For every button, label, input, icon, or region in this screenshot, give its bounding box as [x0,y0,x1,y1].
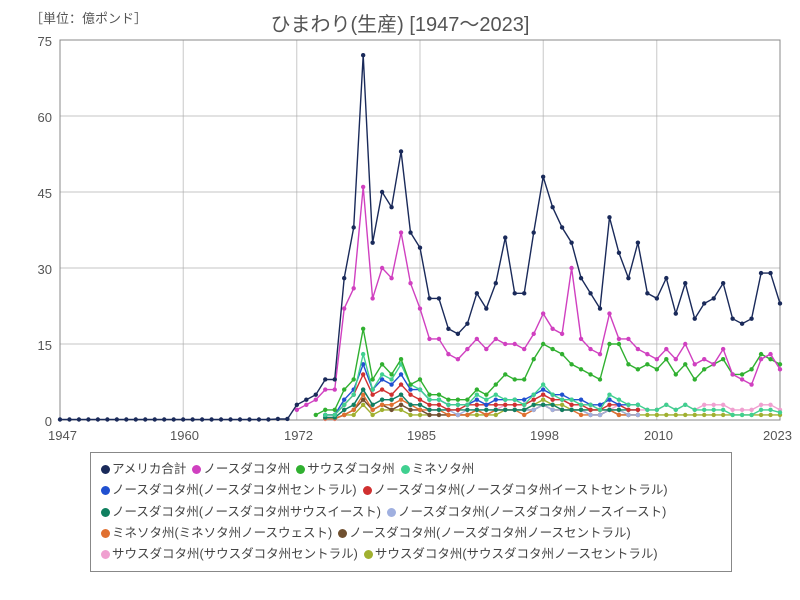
legend-item: ノースダコタ州(ノースダコタ州イーストセントラル) [363,483,668,497]
legend-item: サウスダコタ州(サウスダコタ州ノースセントラル) [364,547,658,561]
legend-item: ノースダコタ州(ノースダコタ州ノースイースト) [387,505,666,519]
legend-item: ミネソタ州(ミネソタ州ノースウェスト) [101,526,332,540]
legend-item: ミネソタ州 [401,462,475,476]
legend-item: ノースダコタ州(ノースダコタ州サウスイースト) [101,505,381,519]
legend: アメリカ合計ノースダコタ州サウスダコタ州ミネソタ州ノースダコタ州(ノースダコタ州… [90,452,732,572]
y-tick-30: 30 [12,262,52,277]
y-tick-45: 45 [12,186,52,201]
x-tick-2010: 2010 [644,428,673,443]
legend-item: サウスダコタ州 [296,462,395,476]
x-tick-1998: 1998 [530,428,559,443]
x-tick-1947: 1947 [48,428,77,443]
legend-item: アメリカ合計 [101,462,186,476]
x-tick-1972: 1972 [284,428,313,443]
x-tick-1960: 1960 [170,428,199,443]
legend-item: ノースダコタ州(ノースダコタ州ノースセントラル) [338,526,630,540]
legend-item: ノースダコタ州(ノースダコタ州セントラル) [101,483,357,497]
y-tick-60: 60 [12,110,52,125]
chart-canvas [0,0,800,445]
y-tick-75: 75 [12,34,52,49]
x-tick-2023: 2023 [763,428,792,443]
legend-item: サウスダコタ州(サウスダコタ州セントラル) [101,547,358,561]
legend-item: ノースダコタ州 [192,462,290,476]
x-tick-1985: 1985 [407,428,436,443]
y-tick-0: 0 [12,414,52,429]
y-tick-15: 15 [12,338,52,353]
